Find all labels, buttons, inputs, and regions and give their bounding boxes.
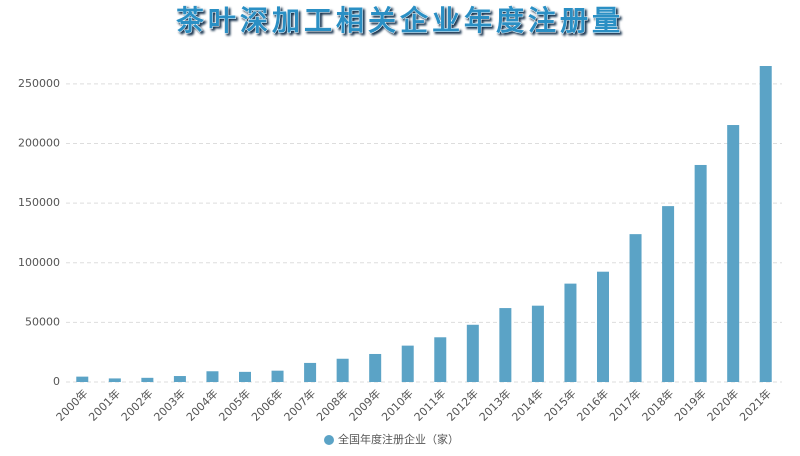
x-tick-label: 2004年 [183,386,220,423]
y-tick-label: 50000 [25,315,60,328]
bar [759,66,772,382]
bar [304,362,317,382]
y-tick-label: 250000 [18,77,60,90]
bar [76,376,89,382]
bar [206,371,219,382]
bar [629,234,642,382]
x-tick-label: 2020年 [704,386,741,423]
legend-marker [324,435,334,445]
x-tick-label: 2016年 [574,386,611,423]
bar [239,371,251,382]
x-tick-label: 2005年 [216,386,253,423]
bar [531,305,544,382]
y-tick-label: 200000 [18,137,60,150]
x-tick-label: 2014年 [509,386,546,423]
bar [564,283,577,382]
bar [108,378,121,382]
bar [597,271,609,382]
x-tick-label: 2012年 [444,386,481,423]
y-tick-label: 0 [53,375,60,388]
x-tick-label: 2021年 [736,386,773,423]
x-tick-label: 2000年 [53,386,90,423]
bar [336,358,349,382]
x-tick-label: 2015年 [541,386,578,423]
chart-title: 茶叶深加工相关企业年度注册量 [176,4,624,37]
bar [662,206,675,382]
bar [141,377,154,382]
x-tick-label: 2008年 [313,386,350,423]
x-tick-label: 2007年 [281,386,318,423]
y-tick-label: 100000 [18,256,60,269]
bar [694,164,707,382]
legend-label: 全国年度注册企业（家） [338,432,459,446]
x-tick-label: 2006年 [248,386,285,423]
bar [727,125,740,382]
bar [499,308,512,382]
bar [434,337,447,382]
x-tick-label: 2019年 [671,386,708,423]
bar [466,324,479,382]
x-tick-label: 2011年 [411,386,448,423]
x-tick-label: 2018年 [639,386,676,423]
x-tick-label: 2013年 [476,386,513,423]
x-tick-label: 2001年 [86,386,123,423]
x-tick-label: 2009年 [346,386,383,423]
x-tick-label: 2002年 [118,386,155,423]
bar [401,345,414,382]
x-tick-label: 2003年 [151,386,188,423]
bar [271,370,284,382]
y-tick-label: 150000 [18,196,60,209]
bar [369,353,382,382]
x-tick-label: 2017年 [606,386,643,423]
bar [173,376,186,382]
x-tick-label: 2010年 [378,386,415,423]
